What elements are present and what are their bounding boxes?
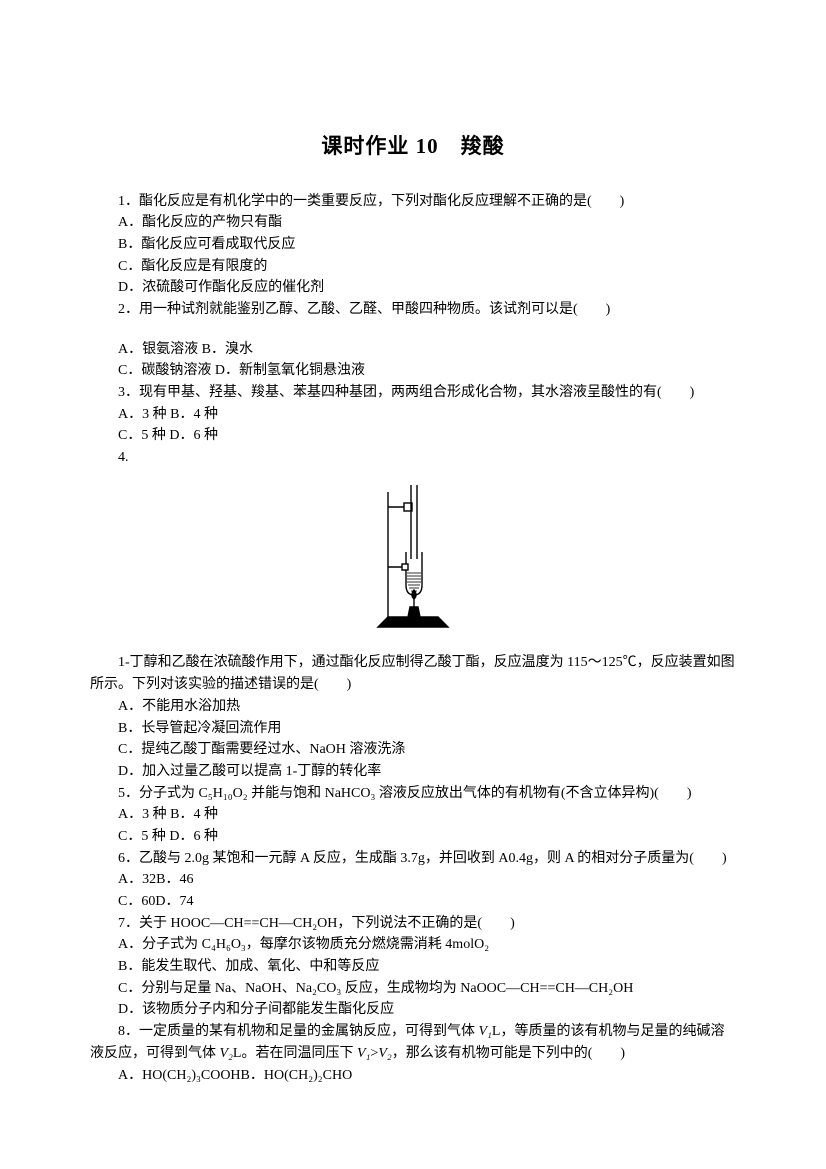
q1-C: C．酯化反应是有限度的	[90, 256, 736, 278]
q5-C: C．5 种 D．6 种	[90, 826, 736, 848]
q7-B: B．能发生取代、加成、氧化、中和等反应	[90, 956, 736, 978]
q2-stem: 2．用一种试剂就能鉴别乙醇、乙酸、乙醛、甲酸四种物质。该试剂可以是( )	[90, 299, 736, 321]
q8-V2b: V₂	[378, 1046, 391, 1061]
q8-stem: 8．一定质量的某有机物和足量的金属钠反应，可得到气体 V₁L，等质量的该有机物与…	[90, 1021, 736, 1064]
q3-A: A．3 种 B．4 种	[90, 404, 736, 426]
q8-V2a: V₂	[220, 1046, 233, 1061]
q3-C: C．5 种 D．6 种	[90, 425, 736, 447]
q8-V1a: V₁	[479, 1024, 492, 1039]
q8-V1b: V₁	[357, 1046, 370, 1061]
q7-C: C．分别与足量 Na、NaOH、Na₂CO₃ 反应，生成物均为 NaOOC—CH…	[90, 978, 736, 1000]
q4-C: C．提纯乙酸丁酯需要经过水、NaOH 溶液洗涤	[90, 739, 736, 761]
q1-A: A．酯化反应的产物只有酯	[90, 212, 736, 234]
q2-A: A．银氨溶液 B．溴水	[90, 339, 736, 361]
apparatus-figure	[90, 477, 736, 645]
q7-D: D．该物质分子内和分子间都能发生酯化反应	[90, 999, 736, 1021]
page-title: 课时作业 10 羧酸	[90, 130, 736, 163]
q4-A: A．不能用水浴加热	[90, 696, 736, 718]
q4-D: D．加入过量乙酸可以提高 1-丁醇的转化率	[90, 761, 736, 783]
q8-A: A．HO(CH₂)₃COOHB．HO(CH₂)₂CHO	[90, 1065, 736, 1087]
q1-D: D．浓硫酸可作酯化反应的催化剂	[90, 277, 736, 299]
q6-stem: 6．乙酸与 2.0g 某饱和一元醇 A 反应，生成酯 3.7g，并回收到 A0.…	[90, 848, 736, 870]
q6-A: A．32B．46	[90, 869, 736, 891]
q5-stem: 5．分子式为 C₅H₁₀O₂ 并能与饱和 NaHCO₃ 溶液反应放出气体的有机物…	[90, 783, 736, 805]
q6-C: C．60D．74	[90, 891, 736, 913]
q1-B: B．酯化反应可看成取代反应	[90, 234, 736, 256]
q7-stem: 7．关于 HOOC—CH==CH—CH₂OH，下列说法不正确的是( )	[90, 913, 736, 935]
q3-stem: 3．现有甲基、羟基、羧基、苯基四种基团，两两组合形成化合物，其水溶液呈酸性的有(…	[90, 382, 736, 404]
q1-stem: 1．酯化反应是有机化学中的一类重要反应，下列对酯化反应理解不正确的是( )	[90, 191, 736, 213]
q4-num: 4.	[90, 447, 736, 469]
q4-stem: 1-丁醇和乙酸在浓硫酸作用下，通过酯化反应制得乙酸丁酯，反应温度为 115～12…	[90, 652, 736, 695]
q2-C: C．碳酸钠溶液 D．新制氢氧化铜悬浊液	[90, 360, 736, 382]
q4-B: B．长导管起冷凝回流作用	[90, 718, 736, 740]
q5-A: A．3 种 B．4 种	[90, 804, 736, 826]
q7-A: A．分子式为 C₄H₆O₃，每摩尔该物质充分燃烧需消耗 4molO₂	[90, 934, 736, 956]
